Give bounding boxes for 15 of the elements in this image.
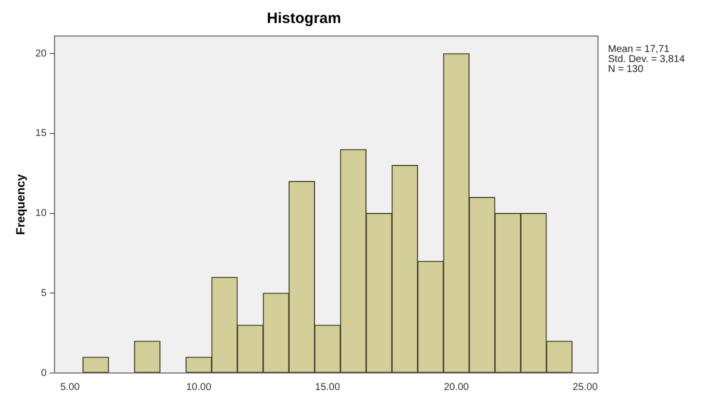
x-tick-label: 25.00: [572, 382, 598, 393]
chart-title: Histogram: [266, 10, 342, 28]
x-tick-label: 10.00: [186, 382, 212, 393]
text: Std. Dev. = 3,814: [608, 54, 686, 65]
y-tick-label: 15: [35, 128, 47, 140]
y-tick-label: 10: [35, 208, 47, 220]
y-axis-title: Frequency: [14, 174, 28, 235]
x-tick-label: 5.00: [60, 382, 80, 393]
x-tick-label: 15.00: [315, 382, 340, 393]
y-tick-label: 20: [35, 48, 47, 60]
text: Mean = 17,71: [608, 44, 670, 55]
y-tick-label: 5: [40, 288, 47, 299]
x-tick-label: 20.00: [444, 382, 470, 393]
text: N = 130: [608, 64, 644, 75]
y-tick-label: 0: [40, 368, 47, 379]
